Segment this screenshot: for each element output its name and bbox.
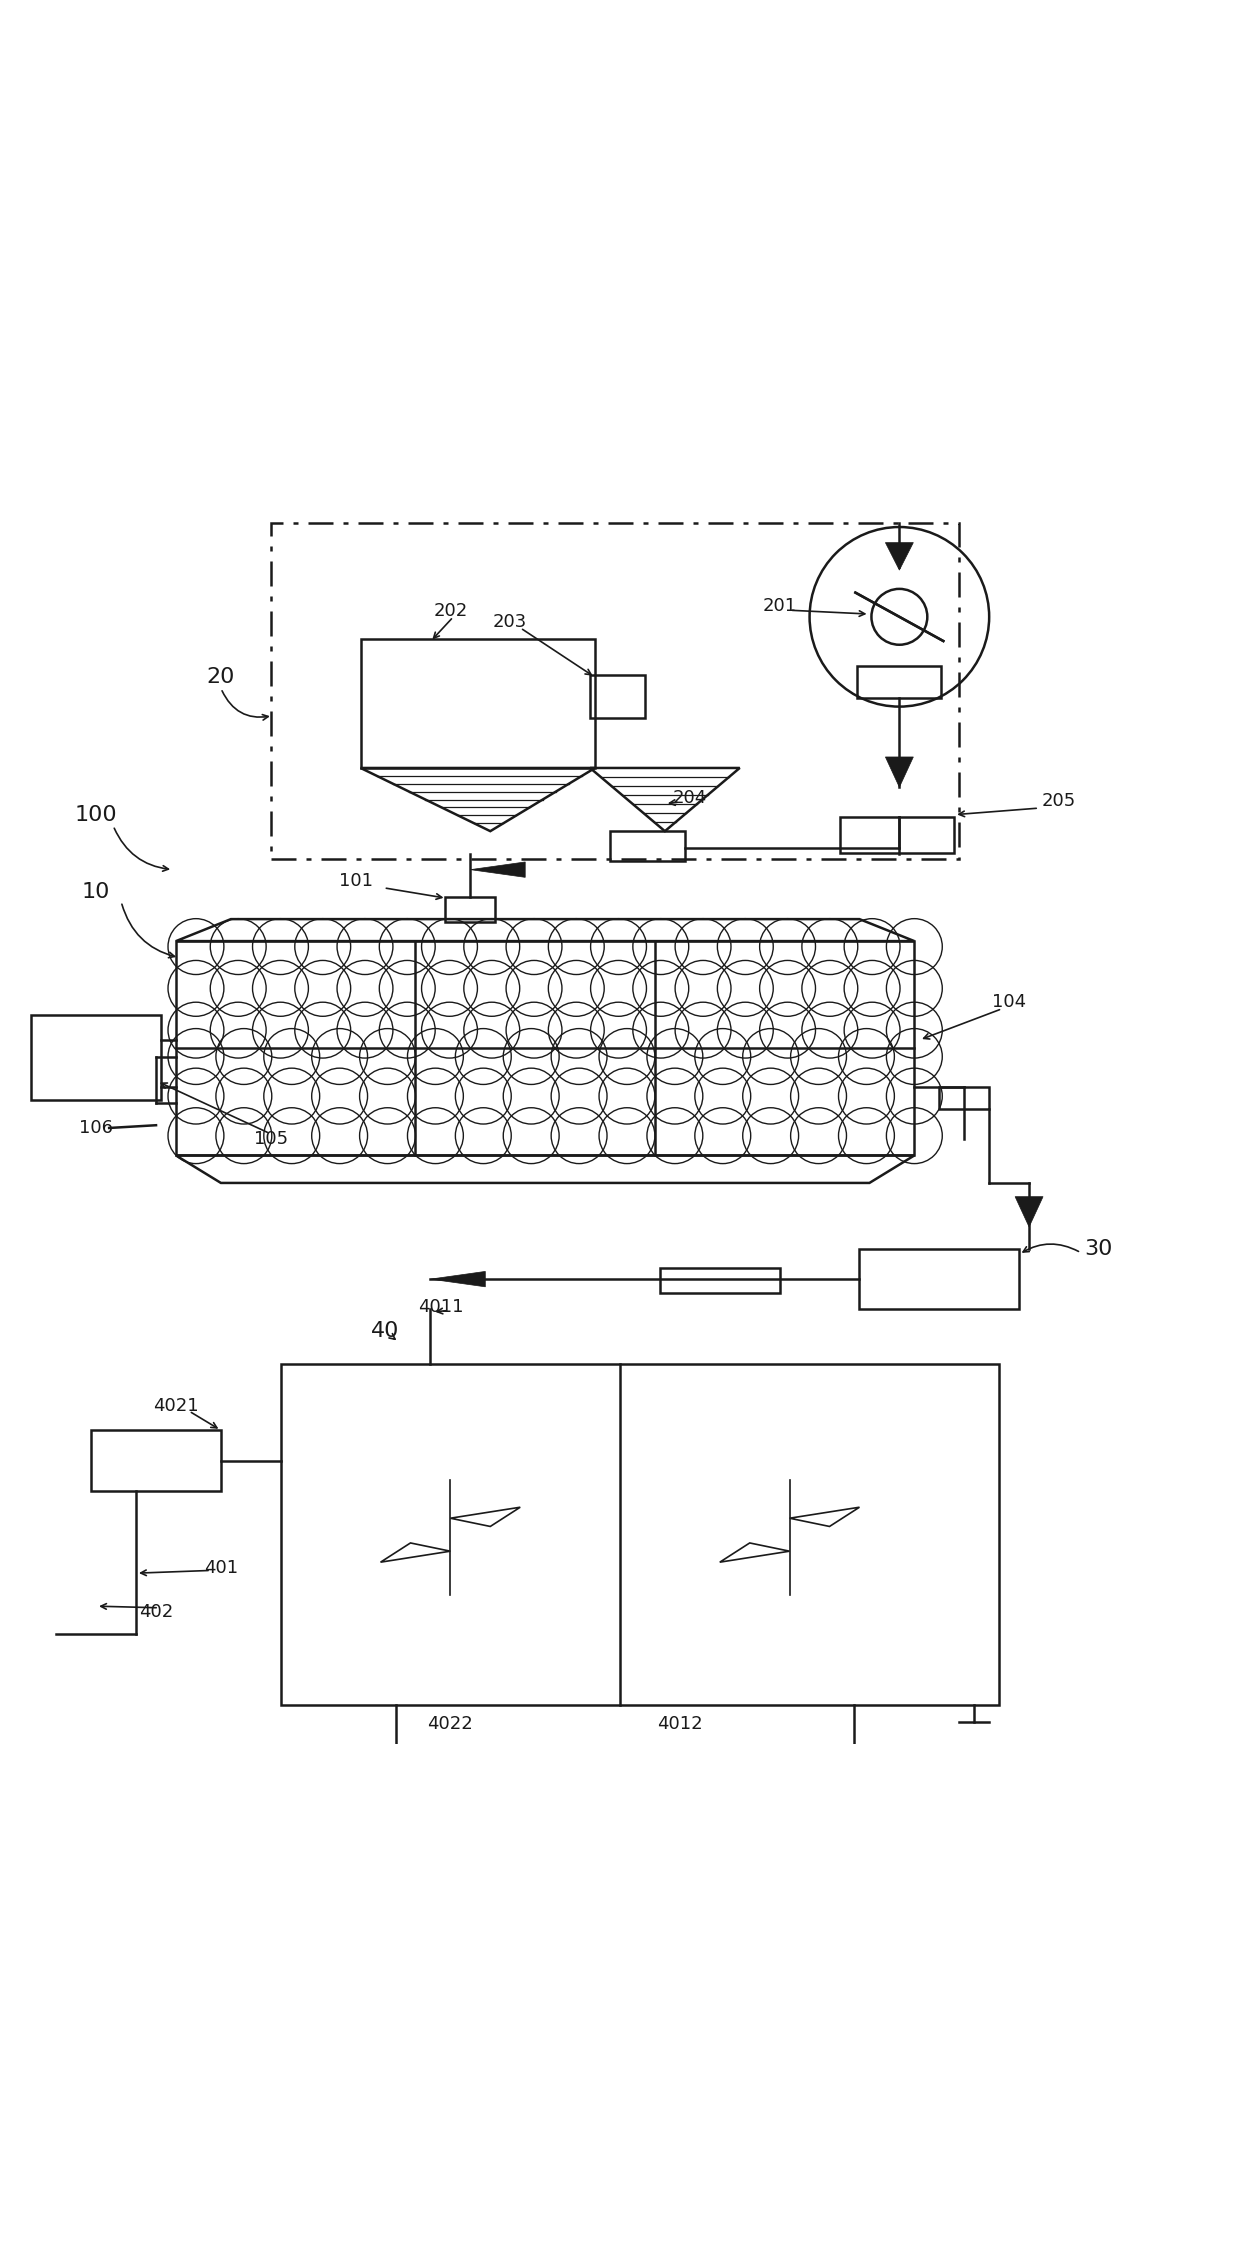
Bar [445, 898, 495, 923]
Bar [858, 666, 941, 698]
Text: 4021: 4021 [154, 1396, 198, 1414]
Bar [939, 1087, 990, 1110]
Text: 202: 202 [433, 603, 467, 621]
Text: 4022: 4022 [428, 1715, 474, 1733]
Bar [610, 831, 684, 862]
Polygon shape [1016, 1198, 1043, 1227]
Bar [660, 1267, 780, 1292]
Polygon shape [430, 1272, 485, 1288]
Text: 104: 104 [992, 993, 1027, 1011]
Bar [839, 817, 955, 853]
Polygon shape [885, 756, 914, 788]
Text: 401: 401 [203, 1558, 238, 1576]
Bar [31, 1015, 161, 1101]
Text: 20: 20 [207, 666, 236, 687]
Polygon shape [470, 862, 526, 878]
Bar [270, 524, 960, 858]
Text: 40: 40 [371, 1321, 399, 1342]
Text: 101: 101 [339, 871, 372, 889]
Text: 30: 30 [1085, 1238, 1114, 1258]
Text: 203: 203 [494, 612, 527, 630]
Text: 4011: 4011 [418, 1297, 464, 1315]
Bar [280, 1364, 999, 1704]
Text: 402: 402 [139, 1603, 174, 1621]
Text: 10: 10 [82, 882, 110, 903]
Text: 205: 205 [1042, 792, 1076, 810]
Text: 106: 106 [79, 1119, 113, 1137]
Bar [92, 1429, 221, 1490]
Text: 105: 105 [254, 1130, 288, 1148]
Polygon shape [885, 542, 914, 570]
Bar [859, 1249, 1019, 1310]
Text: 204: 204 [673, 790, 707, 808]
Bar [590, 675, 645, 718]
Text: 100: 100 [74, 804, 118, 824]
Text: 201: 201 [763, 597, 797, 615]
Bar [176, 941, 914, 1155]
Text: 4012: 4012 [657, 1715, 703, 1733]
Bar [361, 639, 595, 768]
